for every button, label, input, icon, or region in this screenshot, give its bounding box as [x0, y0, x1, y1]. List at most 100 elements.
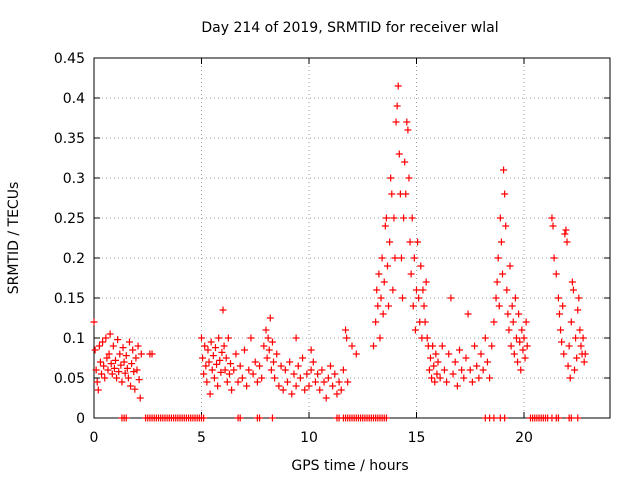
data-point: [324, 374, 332, 382]
data-point: [91, 346, 99, 354]
data-point: [555, 310, 563, 318]
data-point: [493, 278, 501, 286]
data-point: [517, 366, 525, 374]
data-point: [409, 302, 417, 310]
data-point: [393, 102, 401, 110]
data-point: [375, 270, 383, 278]
data-point: [112, 356, 119, 364]
y-tick-label: 0.25: [54, 211, 85, 227]
data-point: [211, 344, 219, 352]
data-point: [548, 214, 556, 222]
y-tick-label: 0.1: [63, 331, 85, 347]
data-point: [422, 278, 430, 286]
y-tick-label: 0.2: [63, 251, 85, 267]
data-point: [224, 334, 232, 342]
data-point: [344, 378, 352, 386]
data-point: [264, 334, 272, 342]
data-point: [468, 378, 476, 386]
data-point: [567, 318, 575, 326]
data-point: [129, 346, 137, 354]
data-point: [549, 222, 557, 230]
data-point: [429, 342, 437, 350]
data-point: [405, 174, 413, 182]
y-axis-title: SRMTID / TECUs: [6, 182, 22, 295]
data-point: [406, 238, 414, 246]
data-point: [281, 366, 289, 374]
data-point: [492, 294, 500, 302]
data-point: [440, 366, 448, 374]
data-point: [322, 394, 330, 402]
data-point: [504, 310, 512, 318]
data-point: [265, 346, 273, 354]
data-point: [221, 366, 229, 374]
data-point: [96, 358, 104, 366]
data-point: [113, 374, 121, 382]
data-point: [503, 286, 511, 294]
data-point: [377, 294, 385, 302]
data-point: [411, 326, 419, 334]
data-point: [572, 334, 580, 342]
data-point: [514, 358, 522, 366]
data-point: [388, 190, 396, 198]
data-point: [475, 374, 483, 382]
data-point: [379, 310, 387, 318]
data-point: [397, 254, 405, 262]
data-point: [370, 342, 377, 350]
data-point: [497, 238, 505, 246]
data-point: [404, 126, 412, 134]
data-point: [502, 222, 510, 230]
data-point: [464, 310, 472, 318]
data-point: [107, 360, 115, 368]
data-point: [102, 334, 110, 342]
data-point: [342, 326, 350, 334]
data-point: [148, 350, 156, 358]
data-point: [299, 354, 307, 362]
data-point: [382, 214, 390, 222]
data-point: [222, 354, 230, 362]
data-point: [127, 382, 135, 390]
data-point: [550, 254, 558, 262]
data-point: [277, 362, 285, 370]
data-point: [495, 302, 503, 310]
data-point: [383, 262, 391, 270]
data-point: [421, 318, 429, 326]
data-point: [260, 342, 268, 350]
data-point: [327, 362, 334, 370]
data-point-zero: [382, 414, 390, 422]
data-point: [559, 302, 567, 310]
y-tick-label: 0.3: [63, 171, 85, 187]
data-point: [203, 378, 211, 386]
data-point: [552, 270, 560, 278]
data-point: [335, 378, 343, 386]
data-point: [390, 214, 398, 222]
data-point: [117, 361, 125, 369]
data-point: [445, 350, 453, 358]
data-point: [271, 374, 279, 382]
data-point: [481, 334, 489, 342]
data-point: [576, 326, 584, 334]
data-point: [466, 366, 474, 374]
data-point: [115, 368, 123, 376]
data-point: [243, 382, 251, 390]
data-point: [431, 378, 439, 386]
data-point: [558, 338, 566, 346]
data-point: [337, 386, 345, 394]
data-point: [430, 362, 438, 370]
data-point: [348, 342, 356, 350]
data-point: [294, 362, 302, 370]
data-point: [378, 254, 386, 262]
data-point: [575, 294, 583, 302]
y-tick-label: 0: [76, 411, 85, 427]
data-point: [119, 344, 127, 352]
data-point: [380, 278, 388, 286]
data-point: [202, 362, 210, 370]
data-point: [90, 318, 98, 326]
data-point: [500, 166, 508, 174]
data-point: [99, 338, 107, 346]
data-point: [339, 366, 347, 374]
data-point-zero: [501, 414, 509, 422]
data-point: [284, 378, 291, 386]
data-point: [505, 326, 513, 334]
data-point: [516, 338, 524, 346]
